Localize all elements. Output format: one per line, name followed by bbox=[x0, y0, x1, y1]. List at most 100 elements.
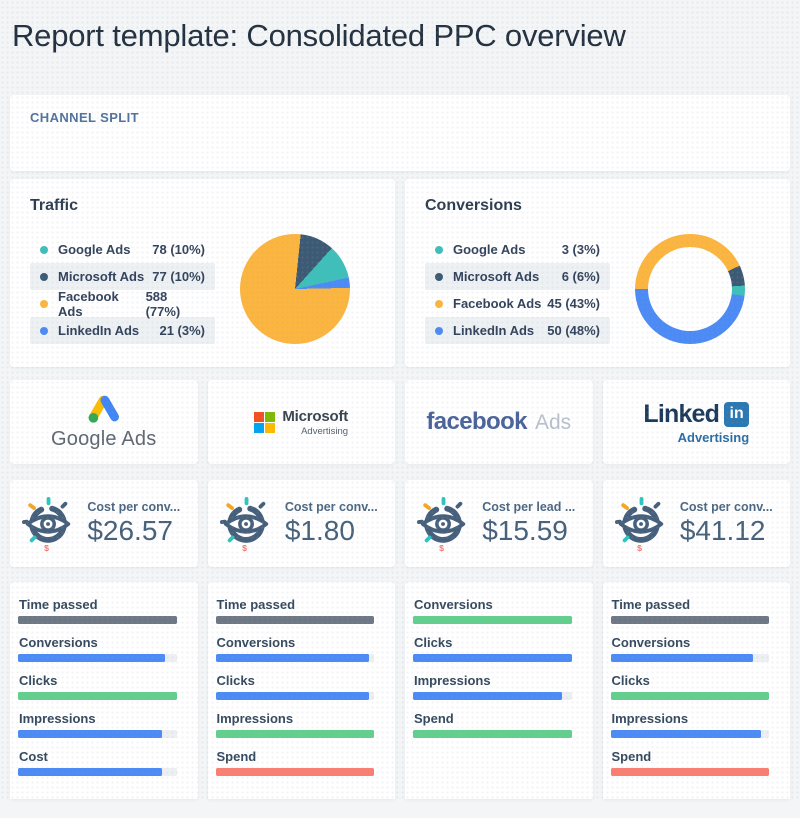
legend-row-facebook-ads[interactable]: Facebook Ads 45 (43%) bbox=[425, 290, 610, 317]
channel-split-card: CHANNEL SPLIT bbox=[10, 95, 790, 171]
svg-text:$: $ bbox=[44, 543, 49, 553]
bar-track bbox=[18, 730, 177, 738]
donut-hole bbox=[648, 247, 732, 331]
kpi-card-linkedin-cost-per-conv: $ Cost per conv... $41.12 bbox=[603, 480, 791, 567]
legend-label: Facebook Ads bbox=[58, 289, 146, 319]
google-ads-logo-card: Google Ads bbox=[10, 380, 198, 464]
legend-value: 3 (3%) bbox=[562, 242, 600, 257]
kpi-value: $41.12 bbox=[680, 515, 773, 547]
progress-bar-group: Conversions bbox=[216, 635, 375, 662]
bar-label: Conversions bbox=[413, 597, 572, 612]
bar-track bbox=[216, 692, 375, 700]
kpi-row: $ Cost per conv... $26.57 $ bbox=[10, 480, 790, 567]
kpi-label: Cost per conv... bbox=[680, 500, 773, 514]
legend-dot bbox=[40, 300, 48, 308]
microsoft-squares-icon bbox=[254, 412, 275, 433]
bar-fill bbox=[18, 730, 162, 738]
kpi-card-facebook-cost-per-lead: $ Cost per lead ... $15.59 bbox=[405, 480, 593, 567]
bar-fill bbox=[18, 616, 177, 624]
charts-row: Traffic Google Ads 78 (10%) Microsoft Ad… bbox=[10, 179, 790, 367]
legend-row-google-ads[interactable]: Google Ads 3 (3%) bbox=[425, 236, 610, 263]
legend-dot bbox=[435, 246, 443, 254]
bar-fill bbox=[216, 768, 375, 776]
progress-bar-group: Clicks bbox=[18, 673, 177, 700]
progress-bar-group: Clicks bbox=[216, 673, 375, 700]
legend-dot bbox=[435, 273, 443, 281]
legend-row-google-ads[interactable]: Google Ads 78 (10%) bbox=[30, 236, 215, 263]
bar-label: Clicks bbox=[18, 673, 177, 688]
bar-label: Spend bbox=[413, 711, 572, 726]
legend-row-microsoft-ads[interactable]: Microsoft Ads 6 (6%) bbox=[425, 263, 610, 290]
bar-track bbox=[18, 616, 177, 624]
bar-fill bbox=[413, 730, 572, 738]
kpi-label: Cost per conv... bbox=[285, 500, 378, 514]
bar-track bbox=[611, 616, 770, 624]
logos-row: Google Ads Microsoft Advertising faceboo… bbox=[10, 380, 790, 464]
bar-fill bbox=[18, 768, 162, 776]
google-ads-wordmark: Google Ads bbox=[51, 428, 156, 451]
microsoft-advertising-logo: Microsoft Advertising bbox=[254, 408, 348, 437]
bar-track bbox=[413, 692, 572, 700]
bar-fill bbox=[216, 616, 375, 624]
conversions-donut-chart[interactable] bbox=[635, 234, 745, 344]
bar-track bbox=[413, 616, 572, 624]
bar-label: Conversions bbox=[18, 635, 177, 650]
progress-bar-group: Impressions bbox=[611, 711, 770, 738]
legend-row-linkedin-ads[interactable]: LinkedIn Ads 21 (3%) bbox=[30, 317, 215, 344]
bar-fill bbox=[611, 730, 762, 738]
facebook-ads-logo-card: facebook Ads bbox=[405, 380, 593, 464]
bar-fill bbox=[611, 616, 770, 624]
legend-dot bbox=[435, 300, 443, 308]
progress-bar-group: Spend bbox=[413, 711, 572, 738]
progress-bar-group: Spend bbox=[216, 749, 375, 776]
progress-bar-group: Conversions bbox=[18, 635, 177, 662]
microsoft-advertising-logo-card: Microsoft Advertising bbox=[208, 380, 396, 464]
linkedin-advertising-logo: Linked in Advertising bbox=[643, 400, 749, 445]
eye-icon: $ bbox=[22, 495, 76, 553]
progress-bar-group: Time passed bbox=[216, 597, 375, 624]
bar-track bbox=[216, 616, 375, 624]
legend-row-microsoft-ads[interactable]: Microsoft Ads 77 (10%) bbox=[30, 263, 215, 290]
kpi-value: $26.57 bbox=[87, 515, 180, 547]
conversions-title: Conversions bbox=[425, 197, 770, 215]
channel-split-header: CHANNEL SPLIT bbox=[30, 110, 770, 125]
bar-track bbox=[18, 654, 177, 662]
bar-track bbox=[413, 730, 572, 738]
bar-fill bbox=[18, 654, 165, 662]
progress-bar-group: Spend bbox=[611, 749, 770, 776]
kpi-value: $1.80 bbox=[285, 515, 378, 547]
bar-label: Impressions bbox=[216, 711, 375, 726]
bar-track bbox=[611, 692, 770, 700]
traffic-pie-chart[interactable] bbox=[240, 234, 350, 344]
bar-fill bbox=[413, 654, 572, 662]
bar-track bbox=[216, 768, 375, 776]
bar-track bbox=[611, 730, 770, 738]
legend-row-linkedin-ads[interactable]: LinkedIn Ads 50 (48%) bbox=[425, 317, 610, 344]
traffic-title: Traffic bbox=[30, 197, 375, 215]
legend-value: 588 (77%) bbox=[146, 289, 205, 319]
google-ads-logo: Google Ads bbox=[51, 394, 156, 451]
linkedin-advertising-logo-card: Linked in Advertising bbox=[603, 380, 791, 464]
bar-label: Time passed bbox=[18, 597, 177, 612]
progress-panel-google: Time passed Conversions Clicks Impressio… bbox=[10, 582, 198, 799]
bar-label: Clicks bbox=[413, 635, 572, 650]
svg-text:$: $ bbox=[242, 543, 247, 553]
eye-icon: $ bbox=[615, 495, 669, 553]
eye-icon: $ bbox=[417, 495, 471, 553]
bar-track bbox=[413, 654, 572, 662]
bar-label: Time passed bbox=[611, 597, 770, 612]
conversions-legend: Google Ads 3 (3%) Microsoft Ads 6 (6%) F… bbox=[425, 236, 610, 344]
facebook-ads-logo: facebook Ads bbox=[426, 408, 571, 436]
svg-text:$: $ bbox=[637, 543, 642, 553]
svg-text:$: $ bbox=[439, 543, 444, 553]
bar-fill bbox=[413, 616, 572, 624]
progress-bar-group: Clicks bbox=[611, 673, 770, 700]
bar-track bbox=[216, 654, 375, 662]
bar-track bbox=[18, 692, 177, 700]
legend-dot bbox=[435, 327, 443, 335]
legend-row-facebook-ads[interactable]: Facebook Ads 588 (77%) bbox=[30, 290, 215, 317]
legend-label: LinkedIn Ads bbox=[453, 323, 534, 338]
traffic-legend: Google Ads 78 (10%) Microsoft Ads 77 (10… bbox=[30, 236, 215, 344]
facebook-ads-label: Ads bbox=[535, 411, 571, 435]
legend-value: 77 (10%) bbox=[152, 269, 205, 284]
